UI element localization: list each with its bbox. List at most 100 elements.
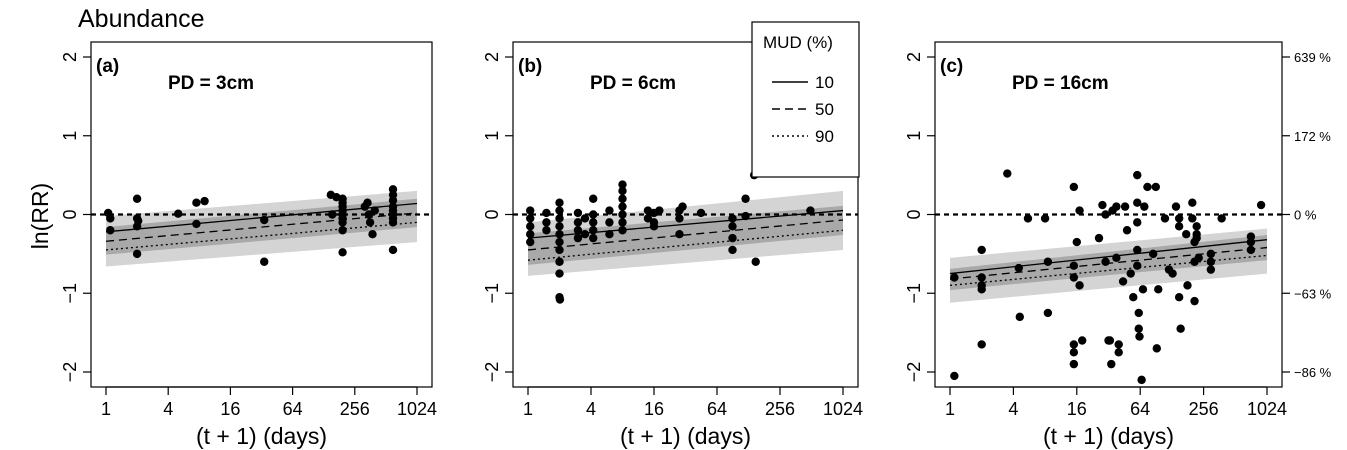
data-point [1015, 312, 1024, 322]
data-point [675, 214, 684, 223]
data-point [526, 214, 535, 223]
data-point [580, 214, 590, 223]
data-point [555, 198, 564, 207]
right-axis-tick-label: 172 % [1294, 129, 1331, 144]
data-point [363, 198, 372, 207]
data-point [555, 245, 564, 255]
data-point [618, 226, 627, 235]
data-point [1107, 359, 1116, 369]
data-point [1206, 265, 1216, 274]
x-axis-title: (t + 1) (days) [620, 423, 751, 449]
legend: MUD (%) 10 50 90 [751, 21, 860, 178]
data-point [678, 202, 687, 211]
data-point [618, 218, 627, 227]
data-point [526, 229, 535, 239]
data-point [1151, 182, 1160, 192]
data-point [741, 211, 750, 221]
data-point [618, 194, 627, 203]
data-point [1112, 253, 1121, 263]
data-point [1192, 222, 1201, 231]
data-point [605, 229, 614, 239]
data-point [1120, 202, 1130, 211]
data-point [132, 249, 142, 259]
x-tick-label: 64 [283, 399, 303, 419]
x-tick-label: 4 [1008, 399, 1018, 419]
data-point [728, 222, 737, 231]
legend-box [751, 21, 860, 178]
data-point [1246, 237, 1256, 247]
legend-title: MUD (%) [763, 33, 833, 52]
data-point [1077, 336, 1087, 345]
data-point [618, 180, 627, 189]
right-axis-tick-label: −86 % [1294, 365, 1332, 380]
x-tick-label: 64 [1130, 399, 1150, 419]
data-point [950, 371, 959, 381]
data-point [174, 209, 183, 218]
fit-line-mud-90 [105, 221, 418, 251]
data-point [573, 208, 583, 218]
data-point [555, 222, 564, 231]
data-point [1122, 226, 1132, 235]
data-point [1154, 285, 1163, 294]
data-point [605, 218, 614, 227]
x-tick-label: 4 [586, 399, 596, 419]
y-tick-label: −2 [904, 362, 924, 383]
chart-panel: 1 4 16 64 256 1024 (t + 1) (days) −2 −1 0 1 2 639 % 1… [904, 41, 1332, 449]
legend-label: 10 [815, 73, 834, 92]
data-point [526, 222, 535, 231]
data-point [589, 226, 598, 235]
y-tick-label: −1 [60, 283, 80, 304]
data-point [1148, 249, 1158, 259]
data-point [573, 226, 583, 235]
data-point [1069, 182, 1079, 192]
data-point [1134, 324, 1143, 333]
data-point [1174, 222, 1184, 231]
x-axis-title: (t + 1) (days) [196, 423, 327, 449]
data-point [806, 206, 815, 215]
x-tick-label: 16 [220, 399, 240, 419]
data-point [977, 273, 986, 282]
data-point [1176, 324, 1185, 333]
data-point [1069, 261, 1079, 270]
data-point [1256, 200, 1266, 210]
data-point [675, 229, 684, 239]
x-tick-label: 16 [1067, 399, 1087, 419]
data-point [1133, 198, 1142, 207]
x-tick-label: 64 [707, 399, 727, 419]
data-point [1043, 308, 1053, 318]
data-point [555, 257, 564, 266]
data-point [1194, 253, 1203, 263]
data-point [338, 248, 347, 257]
data-point [1192, 233, 1201, 243]
data-point [555, 237, 564, 247]
data-point [1072, 237, 1082, 247]
data-point [526, 206, 535, 215]
data-point [1069, 348, 1079, 357]
data-point [618, 186, 627, 196]
data-point [643, 214, 653, 223]
x-tick-label: 1024 [1247, 399, 1287, 419]
x-axis-title: (t + 1) (days) [1043, 423, 1174, 449]
fit-line-mud-50 [527, 219, 844, 251]
data-point [649, 222, 659, 231]
data-point [388, 245, 398, 255]
data-point [1135, 332, 1144, 341]
y-tick-label: 0 [60, 209, 80, 219]
data-point [1114, 340, 1123, 349]
data-point [1105, 336, 1115, 345]
data-point [1174, 214, 1184, 223]
data-point [589, 218, 598, 227]
data-point [618, 210, 627, 219]
legend-label: 50 [815, 100, 834, 119]
legend-label: 90 [815, 127, 834, 146]
data-point [1133, 245, 1142, 255]
data-point [328, 210, 337, 219]
data-point [106, 214, 115, 223]
data-point [1069, 273, 1079, 282]
chart-panel: 1 4 16 64 256 1024 (t + 1) (days) −2 −1 0 1 2 (b) PD … [482, 21, 863, 449]
y-tick-label: 2 [482, 52, 502, 62]
x-tick-label: 256 [340, 399, 370, 419]
x-tick-label: 1024 [823, 399, 863, 419]
panel-title: PD = 16cm [1012, 73, 1109, 94]
